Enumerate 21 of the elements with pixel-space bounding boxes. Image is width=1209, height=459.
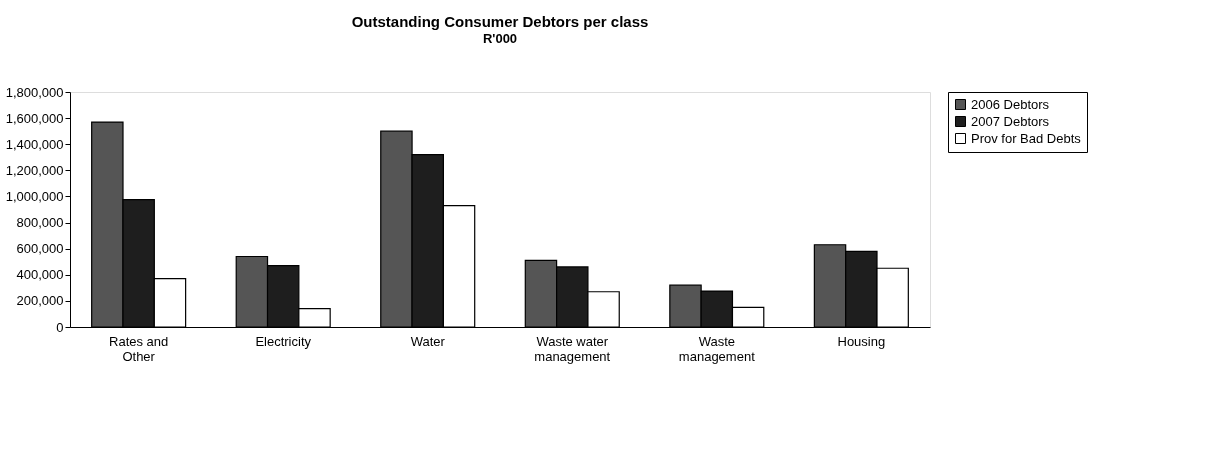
legend-label: 2006 Debtors: [971, 96, 1050, 112]
y-tick-label: 200,000: [16, 293, 64, 309]
y-tick-label: 0: [56, 319, 64, 335]
legend-label: 2007 Debtors: [971, 113, 1050, 129]
y-tick-label: 600,000: [16, 241, 64, 257]
y-tick-label: 400,000: [16, 267, 64, 283]
y-tick-label: 1,800,000: [5, 84, 64, 100]
x-tick-label: Rates and Other: [109, 333, 169, 364]
chart-title: Outstanding Consumer Debtors per class: [351, 13, 649, 30]
x-tick-label: Electricity: [255, 333, 312, 349]
x-tick-label: Housing: [837, 333, 886, 349]
y-tick-label: 1,400,000: [5, 136, 64, 152]
y-tick-label: 1,000,000: [5, 188, 64, 204]
chart-subtitle: R'000: [482, 31, 518, 46]
y-tick-label: 1,600,000: [5, 110, 64, 126]
y-tick-label: 800,000: [16, 215, 64, 231]
y-tick-label: 1,200,000: [5, 162, 64, 178]
legend-label: Prov for Bad Debts: [971, 130, 1082, 146]
x-tick-label: Waste management: [678, 333, 756, 364]
x-tick-label: Waste water management: [534, 333, 611, 364]
x-tick-label: Water: [410, 333, 446, 349]
